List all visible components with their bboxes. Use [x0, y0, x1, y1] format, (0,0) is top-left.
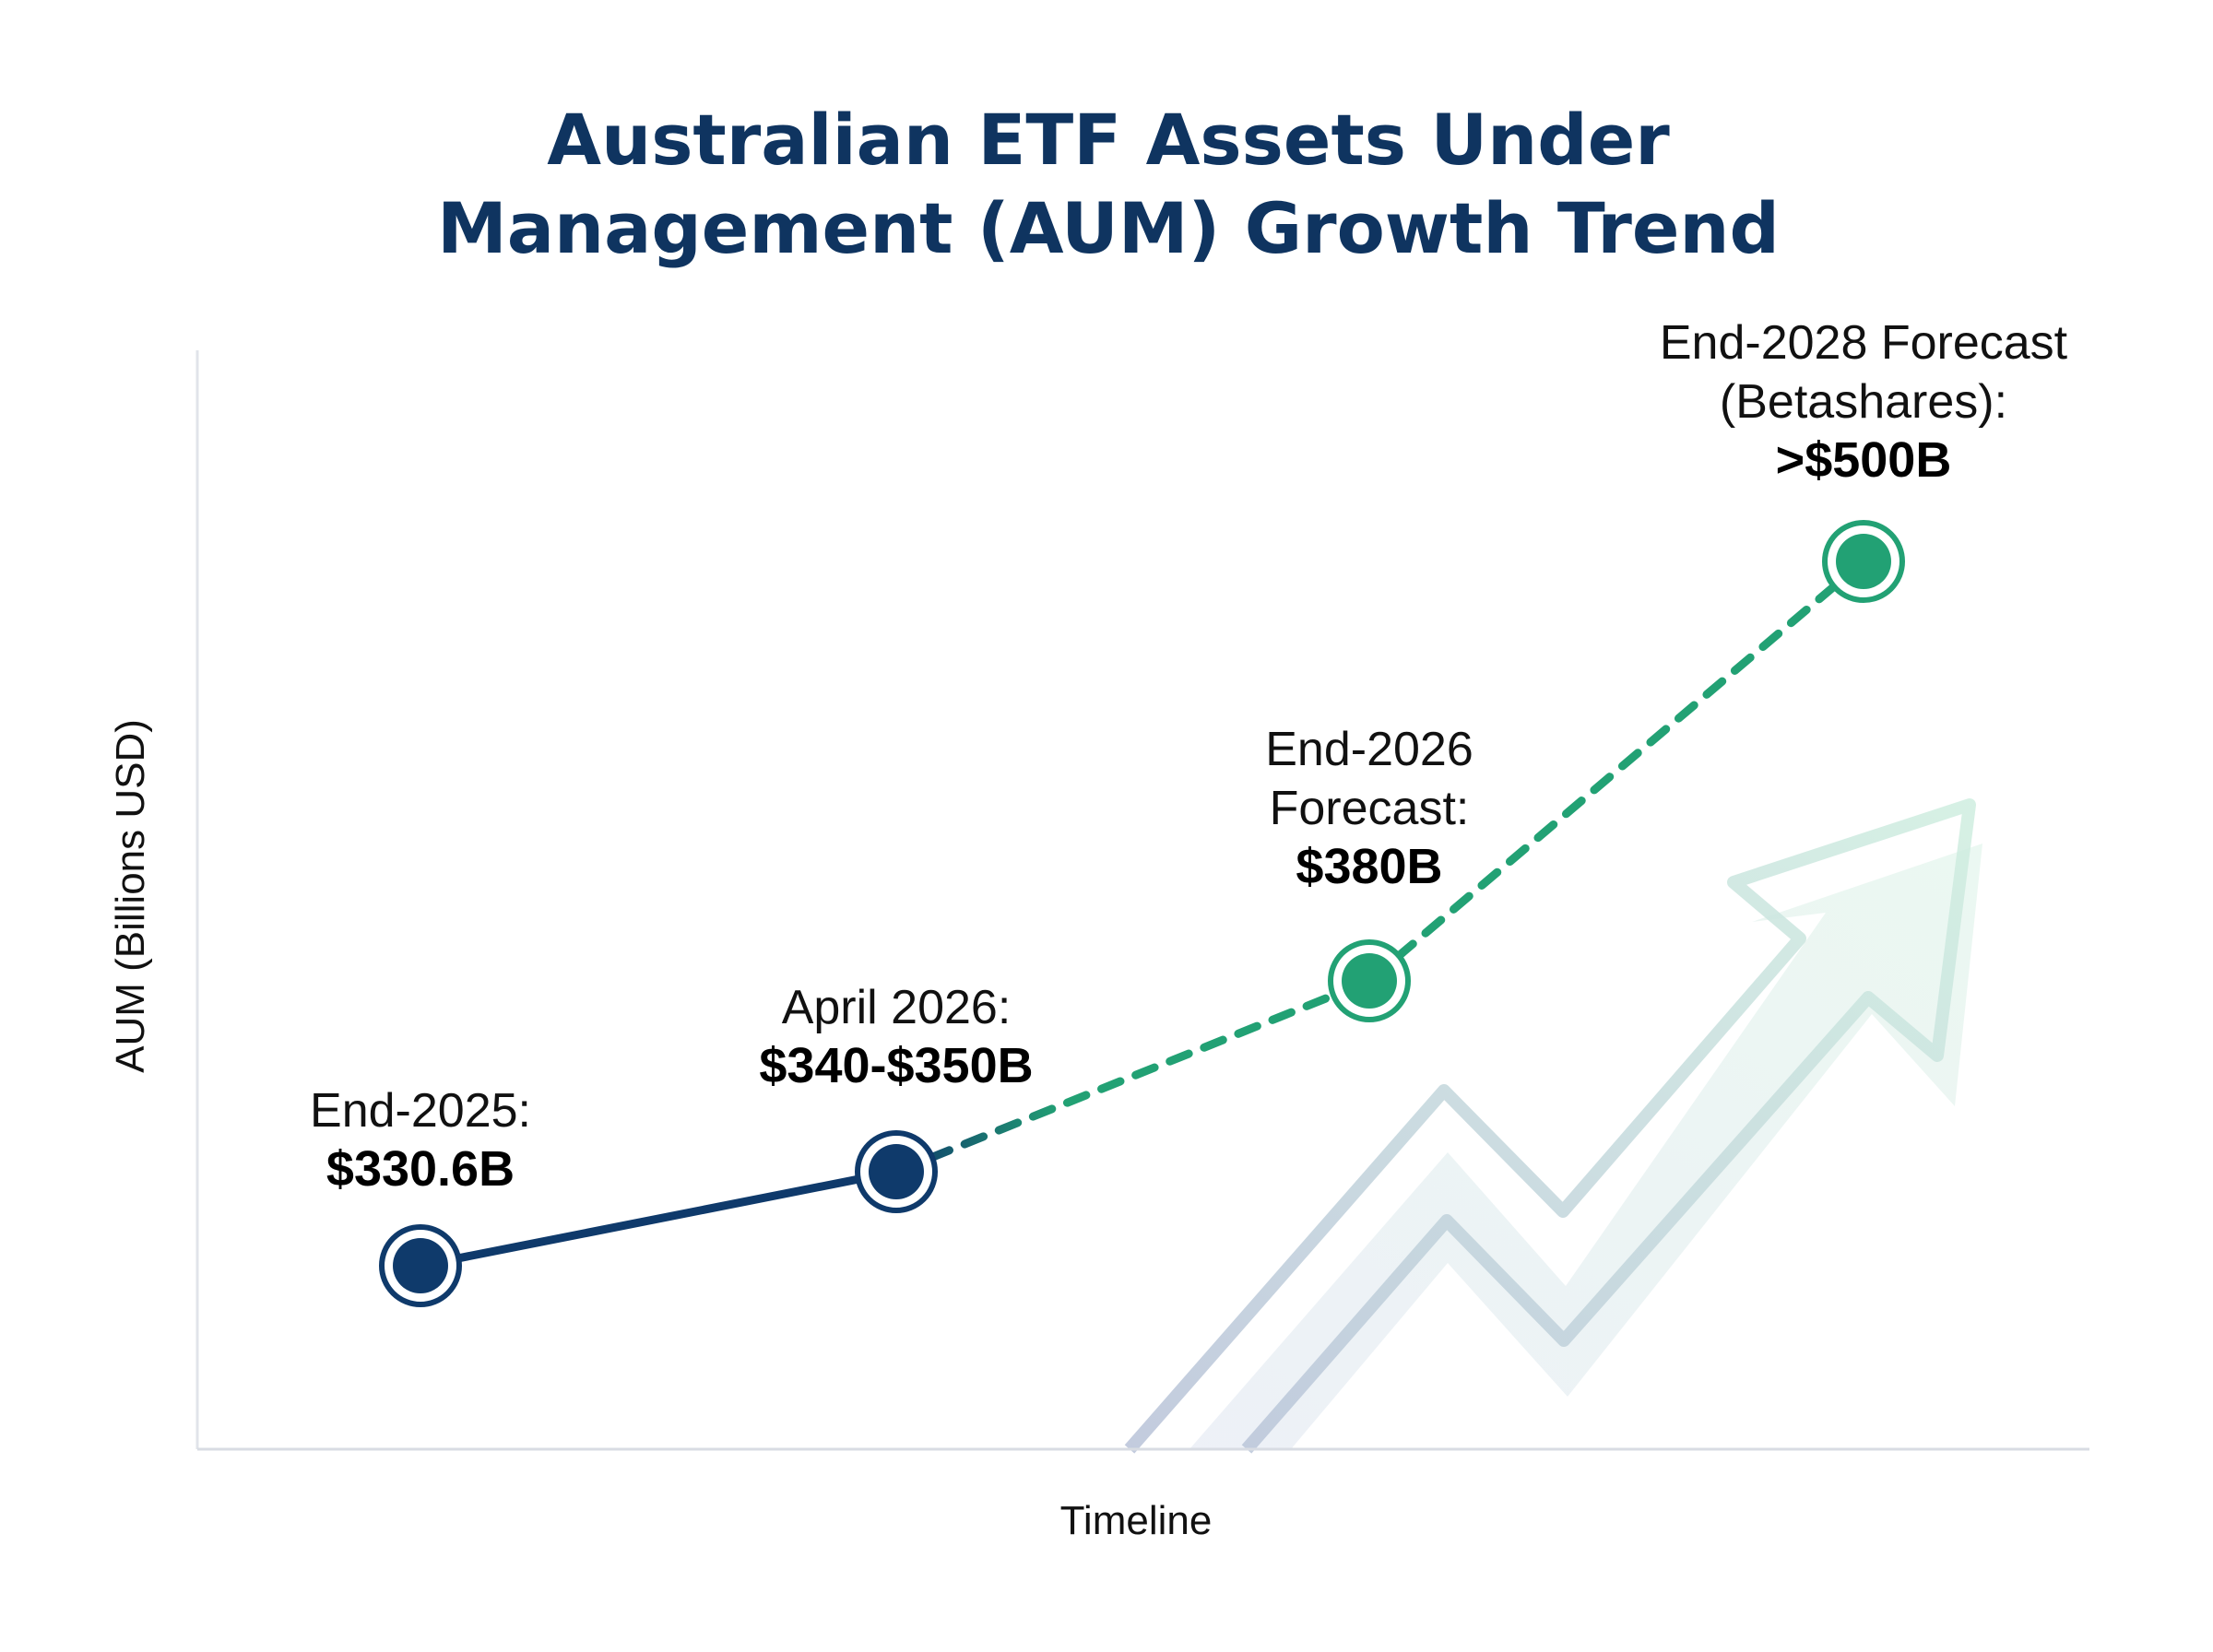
- chart-title-line-1: Australian ETF Assets Under: [547, 99, 1670, 181]
- data-point: [1836, 534, 1891, 589]
- forecast-line-segment: [1365, 557, 1868, 985]
- aum-series: End-2025:$330.6B April 2026:$340-$350B End…: [310, 316, 2068, 1307]
- data-point: [869, 1144, 924, 1199]
- data-label: April 2026:: [782, 981, 1012, 1034]
- data-label: End-2026: [1265, 723, 1473, 776]
- data-label: End-2028 Forecast: [1660, 316, 2068, 370]
- data-point: [1342, 953, 1397, 1009]
- x-axis-label: Timeline: [1060, 1498, 1213, 1543]
- data-label: End-2025:: [310, 1084, 531, 1138]
- data-label: (Betashares):: [1720, 375, 2007, 429]
- forecast-line-segment: [892, 976, 1374, 1176]
- actual-line-segment: [416, 1167, 901, 1270]
- data-value-label: >$500B: [1776, 432, 1952, 488]
- y-axis-label: AUM (Billions USD): [108, 719, 153, 1073]
- growth-arrow-decoration: [1124, 798, 1982, 1454]
- data-value-label: $380B: [1296, 839, 1442, 894]
- data-point: [393, 1238, 448, 1293]
- data-value-label: $340-$350B: [759, 1038, 1033, 1093]
- data-value-label: $330.6B: [326, 1141, 515, 1197]
- data-label: Forecast:: [1270, 782, 1470, 835]
- chart-title-line-2: Management (AUM) Growth Trend: [437, 187, 1780, 269]
